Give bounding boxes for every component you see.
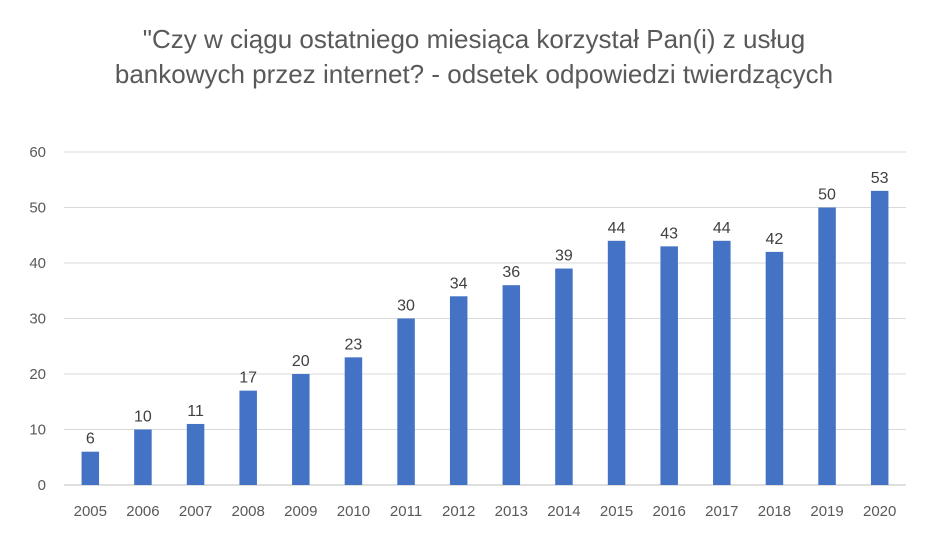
bar bbox=[81, 451, 100, 485]
x-tick-label: 2008 bbox=[232, 503, 265, 520]
bar bbox=[870, 190, 889, 485]
bar bbox=[607, 240, 626, 485]
data-label: 44 bbox=[713, 220, 731, 237]
bar bbox=[134, 429, 152, 485]
y-tick-label: 30 bbox=[29, 311, 46, 328]
x-tick-label: 2019 bbox=[810, 503, 843, 520]
y-tick-label: 60 bbox=[29, 144, 46, 161]
bar bbox=[397, 318, 415, 485]
bar bbox=[239, 390, 257, 485]
x-tick-label: 2014 bbox=[547, 503, 580, 520]
bar bbox=[713, 240, 731, 485]
x-tick-label: 2006 bbox=[126, 503, 159, 520]
data-label: 36 bbox=[502, 264, 520, 281]
data-label: 50 bbox=[818, 187, 836, 204]
x-tick-label: 2012 bbox=[442, 503, 475, 520]
bar bbox=[818, 207, 836, 485]
data-label: 44 bbox=[608, 220, 626, 237]
bar bbox=[449, 296, 468, 485]
data-label: 10 bbox=[134, 409, 152, 426]
bar bbox=[765, 251, 784, 485]
x-tick-label: 2011 bbox=[390, 503, 422, 520]
data-label: 42 bbox=[766, 231, 784, 248]
y-tick-label: 0 bbox=[38, 477, 46, 494]
x-tick-label: 2016 bbox=[653, 503, 686, 520]
y-tick-label: 20 bbox=[29, 366, 46, 383]
x-tick-label: 2020 bbox=[863, 503, 896, 520]
data-label: 11 bbox=[187, 403, 204, 420]
y-tick-label: 50 bbox=[29, 200, 46, 217]
data-label: 34 bbox=[450, 275, 468, 292]
bar bbox=[344, 357, 363, 485]
bar bbox=[660, 246, 678, 485]
x-tick-label: 2010 bbox=[337, 503, 370, 520]
data-label: 17 bbox=[239, 370, 257, 387]
bar bbox=[186, 423, 205, 485]
x-tick-label: 2018 bbox=[758, 503, 791, 520]
y-tick-label: 40 bbox=[29, 255, 46, 272]
data-label: 30 bbox=[397, 298, 415, 315]
chart-title: "Czy w ciągu ostatniego miesiąca korzyst… bbox=[114, 24, 834, 89]
bar bbox=[502, 285, 521, 485]
data-label: 39 bbox=[555, 248, 573, 265]
data-label: 53 bbox=[871, 170, 889, 187]
x-tick-label: 2015 bbox=[600, 503, 633, 520]
x-tick-label: 2005 bbox=[74, 503, 107, 520]
bar bbox=[292, 374, 310, 485]
x-tick-label: 2013 bbox=[495, 503, 528, 520]
data-label: 20 bbox=[292, 353, 310, 370]
x-tick-label: 2007 bbox=[179, 503, 212, 520]
bar bbox=[555, 268, 573, 485]
y-tick-label: 10 bbox=[29, 422, 46, 439]
data-label: 6 bbox=[86, 431, 95, 448]
data-label: 23 bbox=[345, 336, 363, 353]
data-label: 43 bbox=[660, 225, 678, 242]
x-tick-label: 2017 bbox=[705, 503, 738, 520]
x-tick-label: 2009 bbox=[284, 503, 317, 520]
